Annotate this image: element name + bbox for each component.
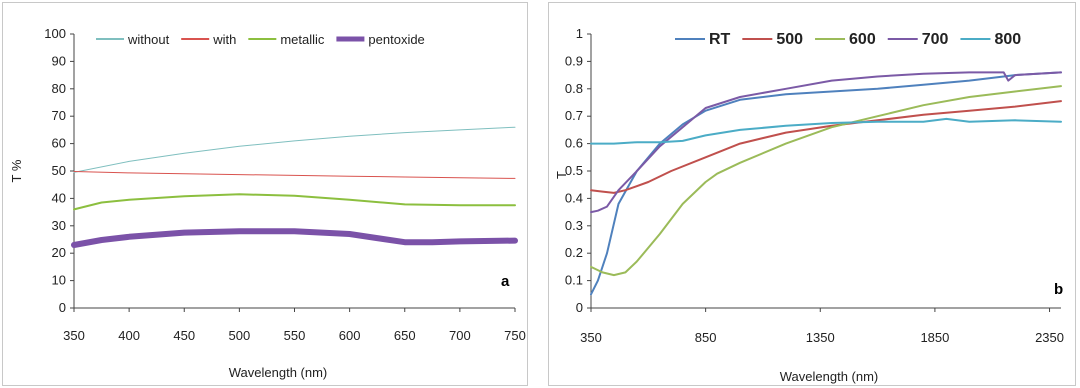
x-tick-label: 1350 <box>806 330 835 345</box>
chart-b-xlabel: Wavelength (nm) <box>780 369 879 384</box>
y-tick-label: 60 <box>52 136 66 151</box>
y-tick-label: 0.2 <box>565 245 583 260</box>
x-tick-label: 850 <box>695 330 717 345</box>
y-tick-label: 100 <box>44 26 66 41</box>
chart-panel-a: 0 10 20 30 40 50 60 70 80 90 100 350 400 450 500 550 600… <box>2 2 528 386</box>
x-tick-label: 500 <box>229 328 251 343</box>
x-tick-label: 750 <box>504 328 526 343</box>
y-tick-label: 0.8 <box>565 81 583 96</box>
legend-label-600: 600 <box>849 31 876 48</box>
series-line-without <box>73 126 516 173</box>
y-tick-label: 90 <box>52 53 66 68</box>
y-tick-label: 0.6 <box>565 136 583 151</box>
x-tick-label: 600 <box>339 328 361 343</box>
legend-label-RT: RT <box>709 31 731 48</box>
chart-b-ylabel: T <box>554 171 569 179</box>
series-line-800 <box>590 117 1062 145</box>
x-tick-label: 1850 <box>920 330 949 345</box>
chart-a-ylabel: T % <box>9 159 24 182</box>
y-tick-label: 80 <box>52 81 66 96</box>
series-line-500 <box>590 100 1062 194</box>
chart-panel-b: 0 0.1 0.2 0.3 0.4 0.5 0.6 0.7 0.8 0.9 1 350 850 1350 1… <box>548 2 1076 386</box>
x-tick-label: 400 <box>118 328 140 343</box>
x-tick-label: 450 <box>173 328 195 343</box>
x-tick-label: 350 <box>580 330 602 345</box>
y-tick-label: 30 <box>52 218 66 233</box>
x-tick-label: 350 <box>63 328 85 343</box>
chart-a-xlabel: Wavelength (nm) <box>229 365 328 380</box>
legend-label-with: with <box>212 32 236 47</box>
x-tick-label: 650 <box>394 328 416 343</box>
series-line-700 <box>590 71 1062 214</box>
chart-b-panel-label: b <box>1054 281 1063 298</box>
y-tick-label: 0.9 <box>565 53 583 68</box>
y-tick-label: 0 <box>576 300 583 315</box>
y-tick-label: 20 <box>52 245 66 260</box>
series-line-RT <box>590 71 1062 296</box>
y-tick-label: 0.3 <box>565 218 583 233</box>
series-line-metallic <box>73 193 516 211</box>
legend-label-metallic: metallic <box>280 32 325 47</box>
y-tick-label: 40 <box>52 190 66 205</box>
y-tick-label: 10 <box>52 273 66 288</box>
y-tick-label: 70 <box>52 108 66 123</box>
y-tick-label: 0.7 <box>565 108 583 123</box>
series-line-600 <box>590 85 1062 277</box>
y-tick-label: 1 <box>576 26 583 41</box>
legend-label-500: 500 <box>776 31 803 48</box>
y-tick-label: 50 <box>52 163 66 178</box>
y-tick-label: 0.5 <box>565 163 583 178</box>
legend-label-without: without <box>127 32 170 47</box>
legend-label-pentoxide: pentoxide <box>368 32 424 47</box>
x-tick-label: 550 <box>284 328 306 343</box>
y-tick-label: 0.4 <box>565 190 583 205</box>
legend-label-800: 800 <box>994 31 1021 48</box>
y-tick-label: 0 <box>59 300 66 315</box>
legend-label-700: 700 <box>922 31 949 48</box>
chart-a-svg: 0 10 20 30 40 50 60 70 80 90 100 350 400 450 500 550 600… <box>9 26 526 380</box>
series-line-with <box>73 171 516 179</box>
x-tick-label: 700 <box>449 328 471 343</box>
series-line-pentoxide <box>71 228 518 248</box>
y-tick-label: 0.1 <box>565 273 583 288</box>
x-tick-label: 2350 <box>1035 330 1064 345</box>
chart-a-panel-label: a <box>501 273 510 290</box>
